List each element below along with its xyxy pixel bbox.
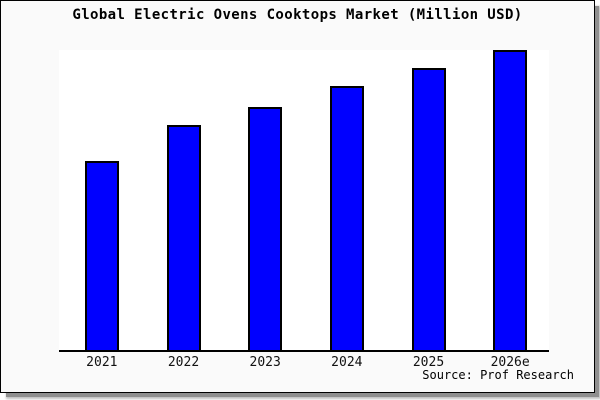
x-tick-label-2022: 2022 bbox=[167, 355, 200, 370]
plot-area bbox=[59, 50, 549, 352]
chart-window: Global Electric Ovens Cooktops Market (M… bbox=[0, 0, 595, 393]
x-tick-label-2023: 2023 bbox=[249, 355, 281, 370]
chart-title: Global Electric Ovens Cooktops Market (M… bbox=[72, 7, 523, 23]
bar-2024 bbox=[329, 86, 364, 350]
x-tick-label-2024: 2024 bbox=[331, 355, 363, 370]
bar-2026e bbox=[493, 50, 528, 350]
bar-2022 bbox=[166, 125, 201, 350]
x-tick-label-2026e: 2026e bbox=[490, 355, 530, 370]
x-tick-label-2021: 2021 bbox=[86, 355, 118, 370]
x-tick-label-2025: 2025 bbox=[412, 355, 445, 370]
bar-2025 bbox=[411, 68, 446, 350]
bar-2021 bbox=[84, 161, 119, 350]
source-credit: Source: Prof Research bbox=[422, 368, 574, 382]
bar-2023 bbox=[248, 107, 283, 350]
x-axis-tick-labels: 2021 2022 2023 2024 2025 2026e bbox=[59, 355, 549, 370]
